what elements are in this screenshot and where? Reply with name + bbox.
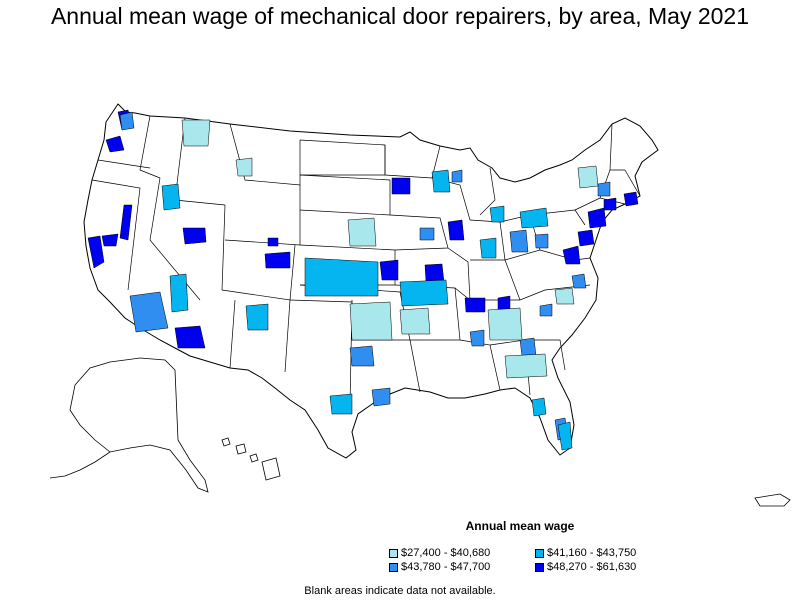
alaska-outline — [69, 357, 209, 493]
area-denver — [264, 251, 291, 269]
area-portland — [105, 135, 125, 153]
area-sacramento — [101, 233, 119, 247]
area-kansas — [304, 257, 379, 297]
area-spokane — [119, 111, 135, 131]
area-salt-lake — [182, 227, 207, 245]
legend-item-2: $41,160 - $43,750 — [535, 547, 636, 559]
area-pa — [519, 207, 549, 229]
area-sf-bay — [87, 235, 105, 269]
area-nyc — [587, 207, 607, 229]
area-mi-s — [489, 205, 505, 223]
area-albany — [597, 181, 611, 197]
area-ok — [399, 279, 449, 307]
hawaii-outline — [221, 437, 281, 481]
area-arizona-n — [169, 273, 189, 313]
legend-label-1: $27,400 - $40,680 — [401, 547, 491, 559]
area-ar — [399, 307, 431, 335]
area-michigan — [451, 169, 463, 183]
legend-swatch-3 — [389, 562, 398, 572]
area-ohio-1 — [509, 229, 529, 253]
area-dc — [562, 245, 581, 265]
legend-item-3: $43,780 - $47,700 — [389, 561, 490, 573]
footnote: Blank areas indicate data not available. — [304, 585, 496, 597]
area-atlanta — [519, 337, 537, 357]
area-miami — [557, 421, 573, 451]
puerto-rico-outline — [754, 493, 791, 507]
legend-swatch-2 — [535, 548, 544, 558]
area-maine — [577, 165, 599, 189]
area-jax — [531, 397, 547, 417]
area-memphis — [469, 329, 485, 347]
legend-label-4: $48,270 - $61,630 — [547, 561, 637, 573]
area-tx-n — [349, 301, 393, 341]
area-cheyenne — [267, 237, 279, 247]
area-houston — [371, 387, 391, 407]
area-nc — [554, 287, 575, 305]
area-philly — [577, 229, 595, 247]
area-minneapolis — [391, 177, 411, 195]
area-boston — [623, 191, 639, 207]
area-ga-s — [504, 353, 548, 379]
area-tucson — [174, 325, 206, 349]
aleutian-islands — [49, 451, 111, 479]
area-iowa — [419, 227, 435, 241]
area-nevada-e — [161, 183, 181, 211]
area-knoxville — [497, 295, 511, 311]
area-ohio-2 — [534, 233, 549, 249]
area-kc — [379, 259, 399, 281]
area-ms — [487, 307, 523, 341]
area-chicago — [447, 219, 465, 241]
legend-label-3: $43,780 - $47,700 — [401, 561, 491, 573]
state-borders — [91, 115, 641, 406]
area-charlotte — [539, 303, 553, 317]
area-wy — [235, 157, 253, 177]
legend-swatch-4 — [535, 562, 544, 572]
area-richmond — [571, 273, 587, 289]
area-reno — [119, 204, 133, 241]
legend-swatch-1 — [389, 548, 398, 558]
area-in — [479, 237, 497, 259]
area-montana — [181, 119, 211, 147]
legend-item-4: $48,270 - $61,630 — [535, 561, 636, 573]
map-title: Annual mean wage of mechanical door repa… — [50, 3, 750, 29]
area-stlouis — [424, 263, 445, 283]
area-nashville — [464, 297, 486, 313]
legend-label-2: $41,160 - $43,750 — [547, 547, 637, 559]
area-sa — [329, 393, 353, 415]
area-dallas — [349, 345, 375, 367]
area-nm — [245, 303, 269, 331]
area-wi — [431, 169, 451, 193]
area-ne — [347, 217, 377, 247]
area-phoenix — [129, 291, 169, 333]
legend-title: Annual mean wage — [465, 519, 575, 533]
wage-areas — [87, 109, 639, 451]
area-hartford — [603, 197, 617, 211]
legend-item-1: $27,400 - $40,680 — [389, 547, 490, 559]
